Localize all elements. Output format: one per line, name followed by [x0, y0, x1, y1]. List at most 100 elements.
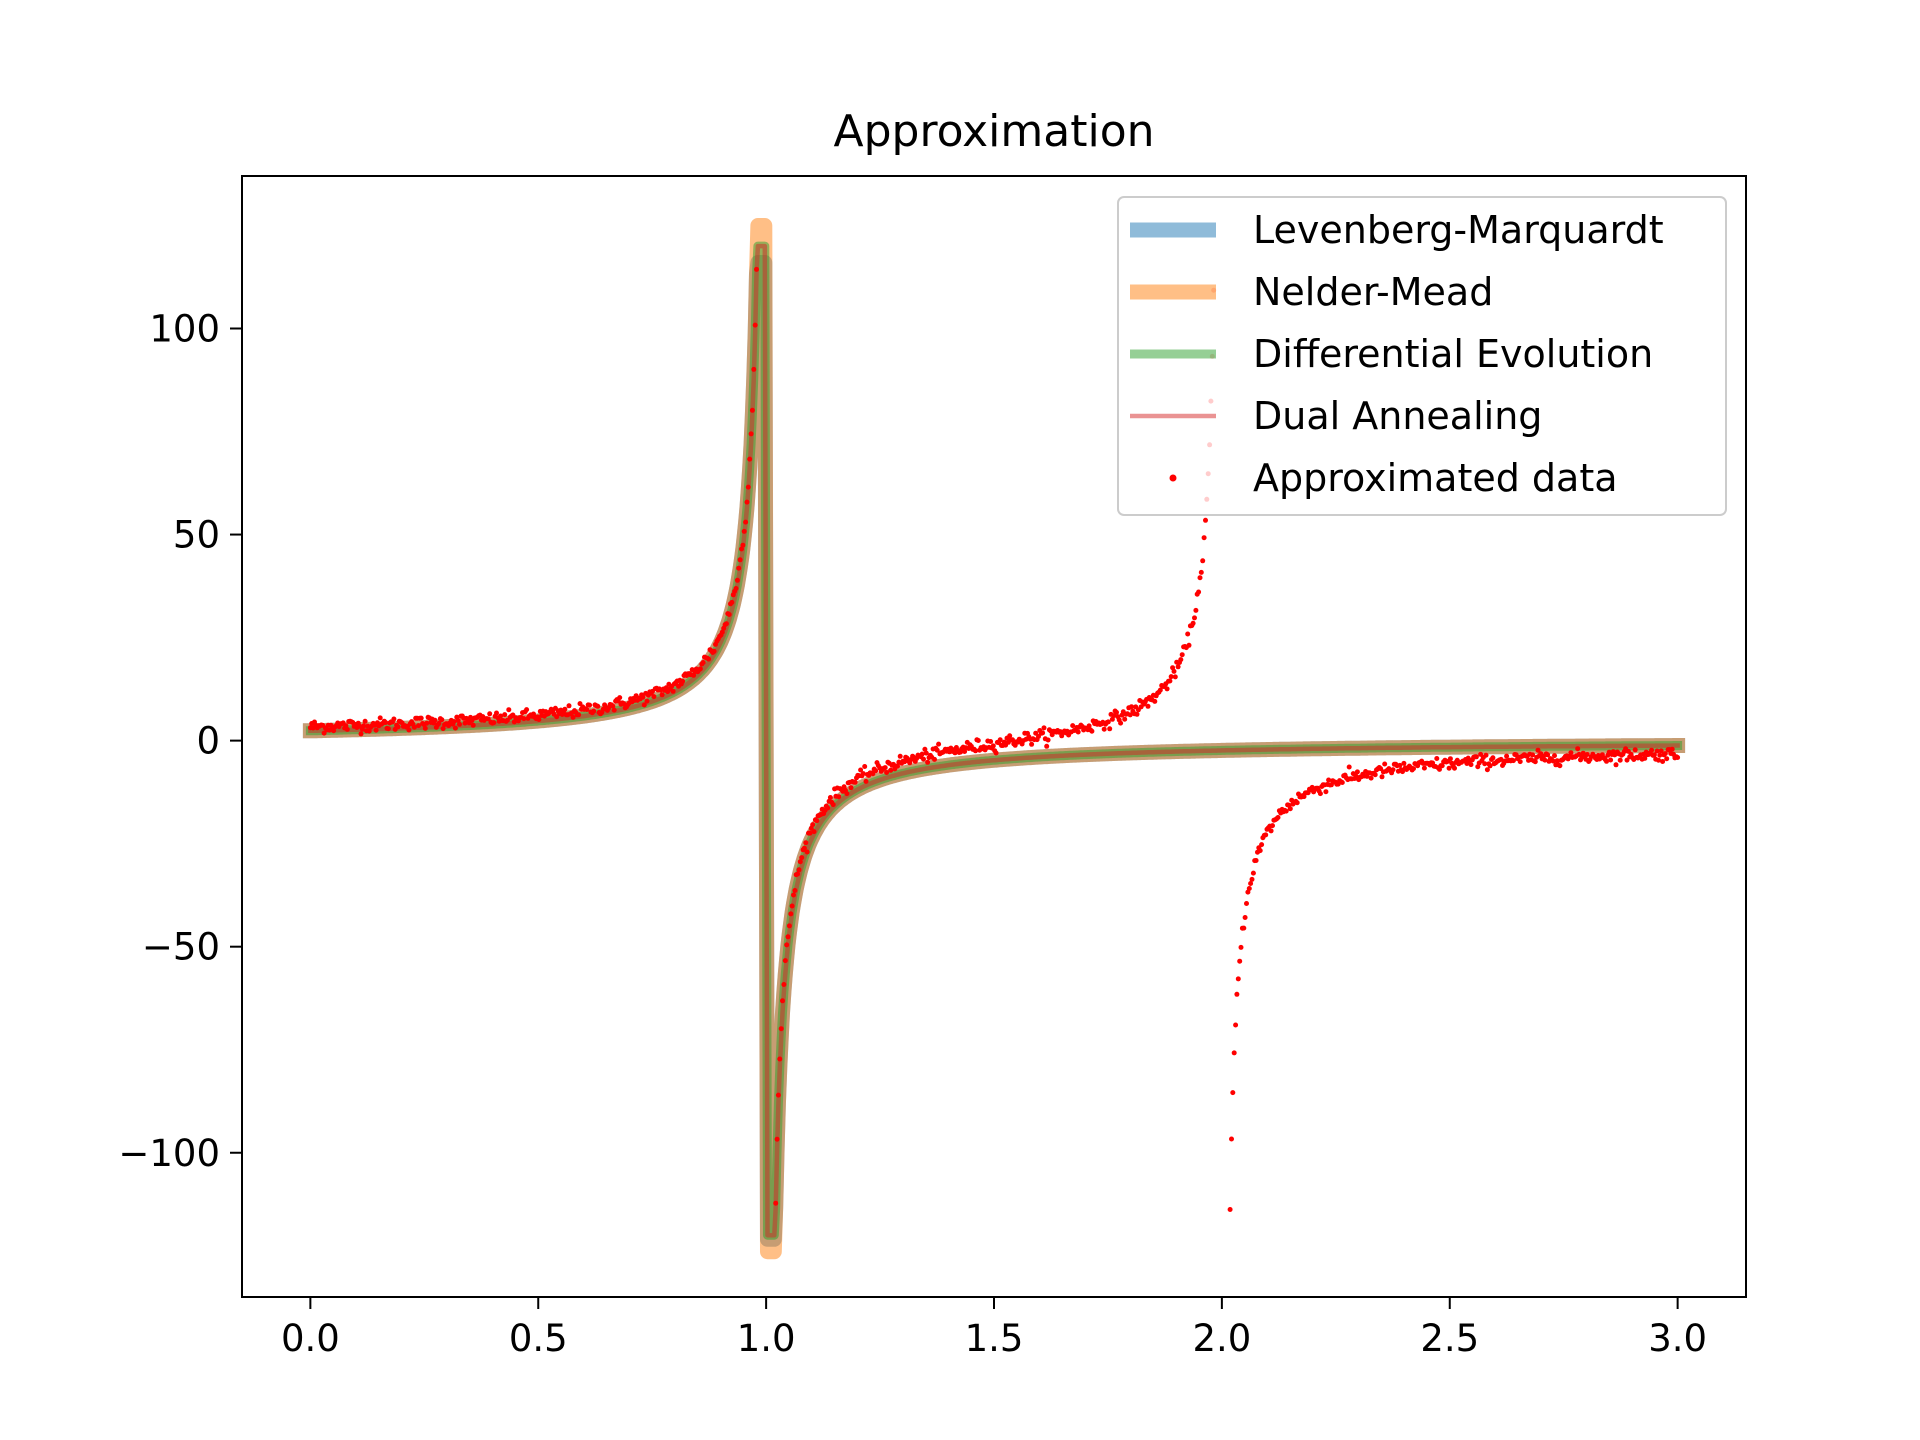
- data-point: [836, 794, 842, 800]
- data-point: [811, 829, 817, 835]
- data-point: [990, 743, 996, 749]
- data-point: [439, 717, 445, 723]
- data-point: [1675, 755, 1681, 760]
- data-point: [1504, 753, 1510, 759]
- data-point: [1490, 755, 1496, 761]
- data-point: [1197, 575, 1203, 581]
- data-point: [1241, 925, 1247, 931]
- data-point: [1411, 766, 1416, 772]
- data-point: [1608, 757, 1614, 763]
- data-point: [791, 892, 796, 898]
- data-point: [457, 721, 462, 727]
- data-point: [1118, 720, 1124, 726]
- data-point: [1658, 748, 1664, 754]
- data-point: [740, 542, 746, 548]
- data-point: [1452, 765, 1457, 771]
- data-point: [524, 707, 530, 713]
- data-point: [411, 724, 417, 730]
- data-point: [919, 751, 925, 757]
- data-point: [373, 727, 379, 733]
- data-point: [797, 859, 803, 865]
- data-point: [801, 845, 807, 851]
- data-point: [1552, 753, 1557, 759]
- data-point: [1007, 733, 1013, 739]
- data-point: [1517, 759, 1523, 765]
- data-point: [1227, 1207, 1233, 1212]
- legend-label: Approximated data: [1253, 456, 1618, 500]
- data-point: [1044, 743, 1050, 749]
- data-point: [391, 716, 397, 722]
- data-point: [1326, 777, 1332, 783]
- x-tick-label: 0.0: [281, 1317, 340, 1360]
- data-point: [700, 660, 706, 665]
- data-point: [863, 778, 869, 784]
- data-point: [1234, 991, 1240, 997]
- data-point: [418, 715, 424, 721]
- data-point: [570, 714, 576, 720]
- data-point: [1192, 615, 1197, 621]
- data-point: [611, 707, 617, 713]
- data-point: [617, 695, 623, 701]
- x-tick-label: 1.0: [737, 1317, 796, 1360]
- data-point: [1400, 769, 1405, 775]
- data-point: [432, 717, 438, 723]
- data-point: [1200, 558, 1206, 564]
- data-point: [788, 911, 794, 917]
- data-point: [825, 805, 831, 811]
- data-point: [451, 719, 457, 725]
- data-point: [1317, 791, 1323, 797]
- y-tick-label: −50: [142, 926, 220, 969]
- data-point: [331, 728, 337, 734]
- data-point: [506, 707, 512, 713]
- data-point: [848, 785, 854, 791]
- data-point: [610, 703, 616, 709]
- data-point: [1101, 726, 1107, 732]
- data-point: [1382, 761, 1388, 767]
- data-point: [803, 840, 809, 846]
- plot-area: [302, 218, 1686, 1260]
- data-point: [932, 756, 937, 762]
- data-point: [670, 688, 676, 694]
- data-point: [936, 741, 942, 747]
- data-point: [780, 998, 785, 1004]
- data-point: [1604, 758, 1609, 764]
- data-point: [1468, 762, 1474, 768]
- data-point: [973, 748, 978, 754]
- data-point: [321, 730, 327, 736]
- x-tick-label: 2.0: [1192, 1317, 1251, 1360]
- data-point: [640, 694, 646, 700]
- legend-label: Differential Evolution: [1253, 332, 1653, 376]
- data-point: [1122, 716, 1128, 722]
- data-point: [1270, 823, 1275, 829]
- data-point: [723, 621, 729, 627]
- data-point: [1353, 773, 1359, 779]
- data-point: [1250, 870, 1256, 876]
- data-point: [577, 701, 583, 707]
- data-point: [1613, 762, 1619, 768]
- data-point: [595, 703, 601, 709]
- series-scatter-approximated-data: [307, 266, 1681, 1212]
- data-point: [789, 903, 795, 909]
- data-point: [1484, 767, 1490, 773]
- data-point: [406, 727, 412, 733]
- data-point: [729, 599, 735, 605]
- data-point: [744, 499, 750, 505]
- data-point: [1114, 709, 1119, 715]
- data-point: [1372, 772, 1378, 778]
- data-point: [1237, 958, 1243, 964]
- data-point: [587, 702, 593, 708]
- data-point: [807, 830, 813, 836]
- data-point: [566, 703, 572, 709]
- data-point: [747, 456, 753, 462]
- data-point: [491, 720, 497, 726]
- data-point: [1651, 752, 1657, 758]
- data-point: [1487, 763, 1493, 769]
- data-point: [1660, 759, 1666, 764]
- data-point: [1145, 703, 1151, 709]
- data-point: [1662, 751, 1668, 757]
- data-point: [462, 720, 468, 726]
- data-point: [584, 707, 590, 712]
- data-point: [814, 818, 820, 824]
- data-point: [1379, 774, 1385, 780]
